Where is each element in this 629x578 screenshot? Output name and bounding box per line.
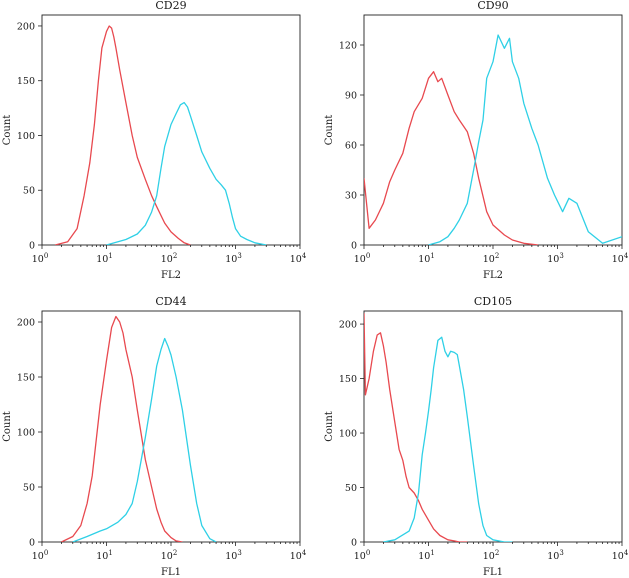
chart-title: CD90	[477, 0, 508, 12]
y-tick-label: 120	[339, 41, 357, 52]
y-tick-label: 50	[23, 483, 35, 494]
isotype-histogram-line	[61, 315, 183, 542]
y-tick-label: 150	[339, 374, 357, 385]
x-tick-label: 102	[483, 252, 500, 265]
x-tick-label: 103	[225, 252, 242, 265]
x-tick-label: 103	[225, 549, 242, 562]
plot-frame	[363, 310, 623, 543]
y-axis-label: Count	[2, 411, 13, 442]
y-tick-label: 60	[345, 141, 357, 152]
x-tick-label: 104	[290, 252, 307, 265]
marker-histogram-line	[106, 101, 267, 245]
y-tick-label: 30	[345, 191, 357, 202]
y-axis-label: Count	[2, 115, 13, 146]
y-tick-label: 50	[23, 186, 35, 197]
y-tick-label: 0	[351, 241, 357, 252]
isotype-histogram-line	[364, 71, 539, 245]
chart-panel-cd44: CD44 0 50 100 150 200 100 101 102 103 104 FL1 Count	[2, 295, 307, 578]
x-tick-label: 103	[547, 252, 564, 265]
chart-panel-cd90: CD90 0 30 60 90 120 100 101 102 103 104 FL2 Count	[324, 0, 629, 281]
x-tick-label: 101	[418, 549, 435, 562]
x-tick-label: 100	[32, 549, 49, 562]
y-tick-label: 90	[345, 91, 357, 102]
y-tick-label: 0	[29, 538, 35, 549]
x-tick-label: 101	[96, 549, 113, 562]
chart-panel-cd29: CD29 0 50 100 150 200 100 101 102 103 104 FL2 Count	[2, 0, 307, 281]
y-tick-label: 50	[345, 483, 357, 494]
x-tick-label: 102	[161, 252, 178, 265]
chart-panel-cd105: CD105 0 50 100 150 200 100 101 102 103 104 FL1 Count	[324, 295, 629, 578]
chart-title: CD105	[474, 295, 512, 308]
x-tick-label: 101	[418, 252, 435, 265]
isotype-histogram-line	[55, 25, 191, 245]
marker-histogram-line	[72, 337, 217, 542]
x-tick-label: 102	[483, 549, 500, 562]
y-tick-label: 100	[17, 428, 35, 439]
x-tick-label: 102	[161, 549, 178, 562]
chart-title: CD44	[155, 295, 186, 308]
x-axis-label: FL1	[483, 567, 503, 578]
isotype-histogram-line	[364, 313, 468, 542]
y-tick-label: 150	[17, 76, 35, 87]
marker-histogram-line	[383, 336, 513, 542]
y-tick-label: 200	[17, 318, 35, 329]
x-tick-label: 104	[612, 252, 629, 265]
x-tick-label: 103	[547, 549, 564, 562]
x-tick-label: 104	[290, 549, 307, 562]
x-axis-label: FL2	[483, 270, 503, 281]
y-tick-label: 0	[351, 538, 357, 549]
x-tick-label: 101	[96, 252, 113, 265]
y-axis-label: Count	[324, 115, 335, 146]
marker-histogram-line	[428, 34, 622, 245]
y-tick-label: 100	[17, 131, 35, 142]
y-tick-label: 0	[29, 241, 35, 252]
x-axis-label: FL2	[161, 270, 181, 281]
plot-frame	[363, 14, 623, 246]
x-axis-label: FL1	[161, 567, 181, 578]
x-tick-label: 104	[612, 549, 629, 562]
x-tick-label: 100	[354, 549, 371, 562]
x-tick-label: 100	[354, 252, 371, 265]
y-tick-label: 200	[17, 21, 35, 32]
x-tick-label: 100	[32, 252, 49, 265]
chart-title: CD29	[155, 0, 186, 12]
plot-frame	[41, 310, 301, 543]
y-tick-label: 200	[339, 320, 357, 331]
y-tick-label: 150	[17, 373, 35, 384]
y-axis-label: Count	[324, 411, 335, 442]
y-tick-label: 100	[339, 429, 357, 440]
